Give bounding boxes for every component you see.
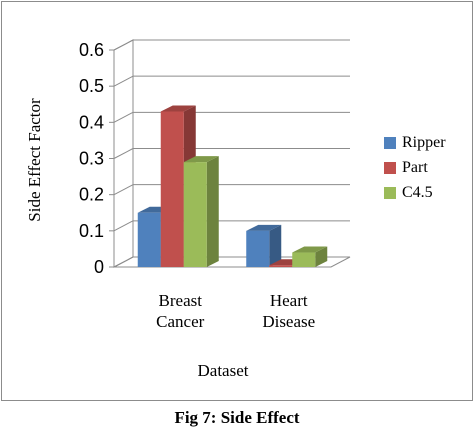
x-category-label: Heart [270,291,308,310]
x-category-label: Disease [262,312,315,331]
gridline-side [113,184,134,196]
legend-swatch [384,161,396,174]
bar-C4.5-1 [292,252,316,267]
y-axis-title: Side Effect Factor [25,98,44,222]
legend-swatch [384,136,396,149]
x-axis-title: Dataset [198,361,249,380]
bar-top-Part-0 [160,105,196,112]
bar-side-Ripper-1 [269,224,282,267]
gridline-side [113,111,134,123]
gridline-side [113,39,134,51]
x-category-label: Breast [159,291,203,310]
y-tick-label: 0.5 [79,76,104,96]
chart-legend: Ripper Part C4.5 [384,130,446,205]
x-category-label: Cancer [156,312,204,331]
legend-item-C4.5: C4.5 [384,180,446,205]
legend-item-Part: Part [384,155,446,180]
y-tick-label: 0.3 [79,149,104,169]
bar-Part-0 [160,111,184,267]
bar-Ripper-0 [137,212,161,267]
figure-caption: Fig 7: Side Effect [174,408,300,427]
gridline-side [113,220,134,232]
gridline-side [113,256,134,268]
bar-side-C4.5-1 [315,246,328,267]
legend-swatch [384,186,396,199]
y-tick-label: 0.1 [79,221,104,241]
bar-top-C4.5-1 [292,246,328,253]
gridline-side [113,75,134,87]
y-tick-label: 0.2 [79,185,104,205]
legend-label: Ripper [402,133,446,151]
gridline-side [113,148,134,159]
bar-C4.5-0 [183,162,207,267]
bar-top-Ripper-1 [246,224,282,231]
bar-chart: 0 0.1 0.2 0.3 0.4 0.5 0.6 Breast Cancer Heart Dise… [25,39,351,380]
bar-top-C4.5-0 [183,156,219,163]
bar-side-C4.5-0 [206,156,219,267]
bar-Ripper-1 [246,230,270,267]
y-tick-label: 0.6 [79,40,104,60]
y-tick-label: 0.4 [79,112,104,132]
legend-label: C4.5 [402,183,433,201]
legend-label: Part [402,158,428,176]
legend-item-Ripper: Ripper [384,130,446,155]
chart-frame: 0 0.1 0.2 0.3 0.4 0.5 0.6 Breast Cancer Heart Dise… [1,1,473,401]
bar-Part-1 [269,265,293,267]
y-tick-label: 0 [94,257,104,277]
